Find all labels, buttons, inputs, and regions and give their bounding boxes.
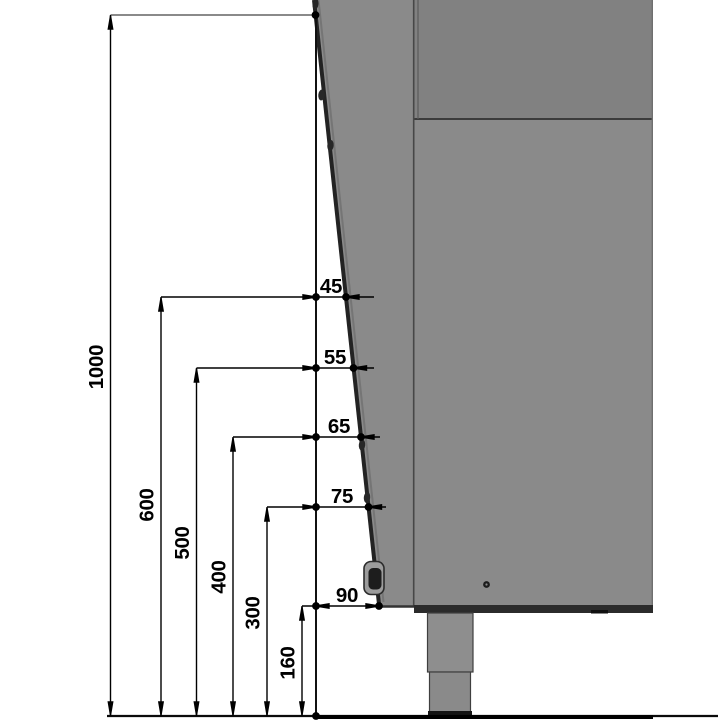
measure-dot	[312, 712, 320, 720]
door-hinge-bump	[358, 439, 366, 451]
dim-arrow-down-500	[193, 701, 200, 716]
dim-label-160: 160	[277, 646, 300, 679]
dim-label-600: 600	[136, 488, 159, 521]
dim-arrow-down-400	[229, 701, 237, 716]
dim-arrow-right-90	[365, 602, 380, 610]
measure-dot	[312, 433, 320, 441]
dim-arrow-right-45	[345, 293, 360, 301]
dim-arrow-left-90	[315, 602, 330, 610]
dim-label-45: 45	[320, 275, 342, 298]
dim-arrow-right-65	[360, 433, 375, 441]
measure-dot	[311, 11, 320, 19]
dim-arrow-down-600	[157, 701, 165, 716]
dim-label-55: 55	[324, 346, 346, 369]
measure-dot	[312, 602, 320, 610]
dim-arrow-up-600	[157, 297, 165, 312]
door-hinge-bump	[318, 89, 325, 101]
machine-bottom-band	[414, 605, 653, 613]
measure-dot	[312, 364, 320, 372]
machine-upper-panel	[414, 0, 653, 119]
machine-body	[314, 0, 653, 607]
door-latch-inner	[368, 568, 382, 590]
dim-arrow-up-500	[193, 368, 200, 383]
measure-dot	[375, 602, 383, 610]
door-slant-inner-line	[317, 0, 385, 603]
dim-label-500: 500	[171, 526, 194, 559]
dim-arrow-left-45	[302, 293, 317, 301]
door-hinge-bump	[327, 140, 334, 151]
door-latch	[363, 560, 385, 596]
dim-arrow-left-55	[302, 364, 317, 372]
dimension-annotations	[107, 11, 718, 720]
dim-label-1000: 1000	[85, 345, 108, 389]
rear-foot	[591, 610, 608, 614]
measure-dot	[357, 433, 365, 441]
leg-lower	[428, 671, 472, 713]
dim-arrow-right-75	[368, 503, 383, 511]
dim-arrow-up-300	[263, 507, 271, 522]
dim-arrow-up-160	[298, 606, 306, 621]
dim-arrow-up-1000	[107, 15, 114, 30]
dim-label-90: 90	[336, 584, 358, 607]
machine-side-view	[312, 0, 653, 717]
dim-arrow-down-300	[263, 701, 271, 716]
measure-dot	[342, 293, 350, 301]
dim-arrow-up-400	[229, 437, 237, 452]
dim-label-400: 400	[208, 560, 231, 593]
door-hinge-bump	[312, 0, 319, 10]
dim-arrow-right-55	[353, 364, 368, 372]
screw-center	[485, 583, 488, 586]
measure-dot	[312, 293, 320, 301]
dim-label-75: 75	[331, 485, 353, 508]
measure-dot	[349, 364, 358, 372]
leg-upper	[426, 612, 474, 673]
dim-label-65: 65	[328, 415, 350, 438]
dim-label-300: 300	[242, 596, 265, 629]
measure-dot	[364, 503, 373, 511]
dim-arrow-down-160	[298, 701, 306, 716]
dimension-labels: 1000 600 500 400 300 160 45 55 65 75 90	[85, 275, 358, 680]
dim-arrow-left-65	[302, 433, 317, 441]
door-hinge-bump	[363, 492, 371, 503]
leg-foot-pad	[428, 711, 472, 717]
measure-dot	[312, 503, 320, 511]
dim-arrow-left-75	[302, 503, 317, 511]
dim-arrow-down-1000	[107, 701, 114, 716]
